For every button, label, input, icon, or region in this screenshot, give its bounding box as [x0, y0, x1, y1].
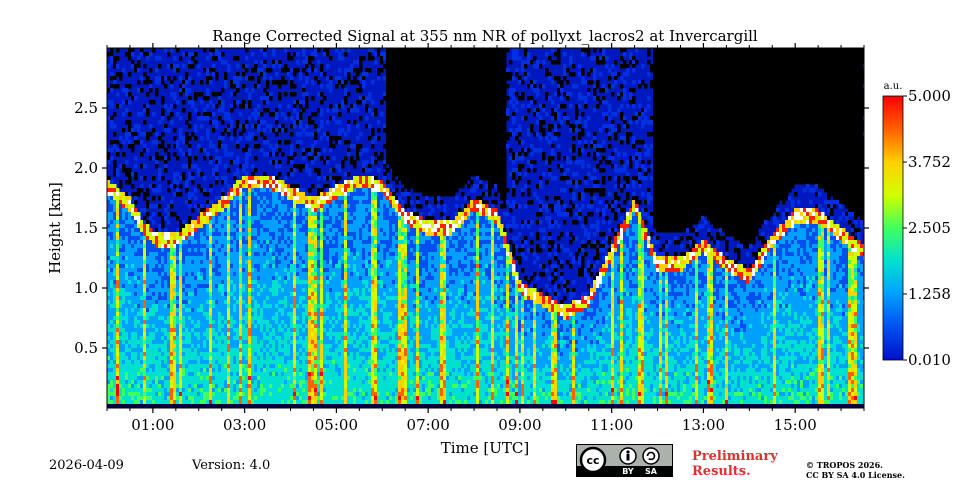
y-axis-label: Height [km] [46, 182, 64, 274]
colorbar-tick-label: 1.258 [908, 285, 951, 303]
copyright-line-1: © TROPOS 2026. [806, 460, 883, 470]
y-tick-label: 1.5 [74, 219, 98, 237]
x-tick-label: 01:00 [131, 416, 174, 434]
cc-icon [579, 446, 607, 474]
sa-label: SA [645, 467, 658, 476]
y-axis: 0.5 1.0 1.5 2.0 2.5 [74, 99, 869, 357]
colorbar-tick-label: 5.000 [908, 87, 951, 105]
colorbar-tick-label: 0.010 [908, 351, 951, 369]
x-tick-label: 05:00 [315, 416, 358, 434]
colorbar-gradient [882, 95, 904, 361]
y-tick-label: 2.5 [74, 99, 98, 117]
cc-license-badge[interactable]: cc BY SA [576, 444, 673, 477]
preliminary-line-1: Preliminary [692, 449, 778, 464]
colorbar-ticks: 0.010 1.258 2.505 3.752 5.000 [903, 87, 951, 369]
y-tick-label: 1.0 [74, 279, 98, 297]
chart-title: Range Corrected Signal at 355 nm NR of p… [212, 27, 758, 45]
x-tick-label: 09:00 [498, 416, 541, 434]
by-label: BY [622, 467, 634, 476]
plot-area [107, 48, 864, 408]
version-label: Version: 4.0 [192, 458, 271, 473]
colorbar-tick-label: 2.505 [908, 219, 951, 237]
y-tick-label: 2.0 [74, 159, 98, 177]
signal-heatmap [107, 48, 864, 408]
colorbar-unit: a.u. [884, 81, 903, 92]
x-tick-label: 07:00 [407, 416, 450, 434]
x-axis-label: Time [UTC] [441, 439, 530, 457]
preliminary-notice: Preliminary Results. [692, 449, 778, 479]
preliminary-line-2: Results. [692, 464, 751, 479]
cc-icon-text: cc [586, 454, 599, 467]
x-tick-label: 03:00 [223, 416, 266, 434]
x-tick-label: 13:00 [682, 416, 725, 434]
copyright-notice: © TROPOS 2026. CC BY SA 4.0 License. [806, 460, 905, 480]
sa-icon [642, 447, 660, 465]
y-tick-label: 0.5 [74, 339, 98, 357]
date-label: 2026-04-09 [49, 458, 124, 473]
x-axis: 01:00 03:00 05:00 07:00 09:00 11:00 13:00 15:00 [106, 43, 865, 434]
x-tick-label: 15:00 [774, 416, 817, 434]
colorbar-tick-label: 3.752 [908, 153, 951, 171]
colorbar: a.u. 0.010 1.258 2.505 3.752 5.000 [882, 81, 951, 369]
x-tick-label: 11:00 [590, 416, 633, 434]
copyright-line-2: CC BY SA 4.0 License. [806, 470, 905, 480]
